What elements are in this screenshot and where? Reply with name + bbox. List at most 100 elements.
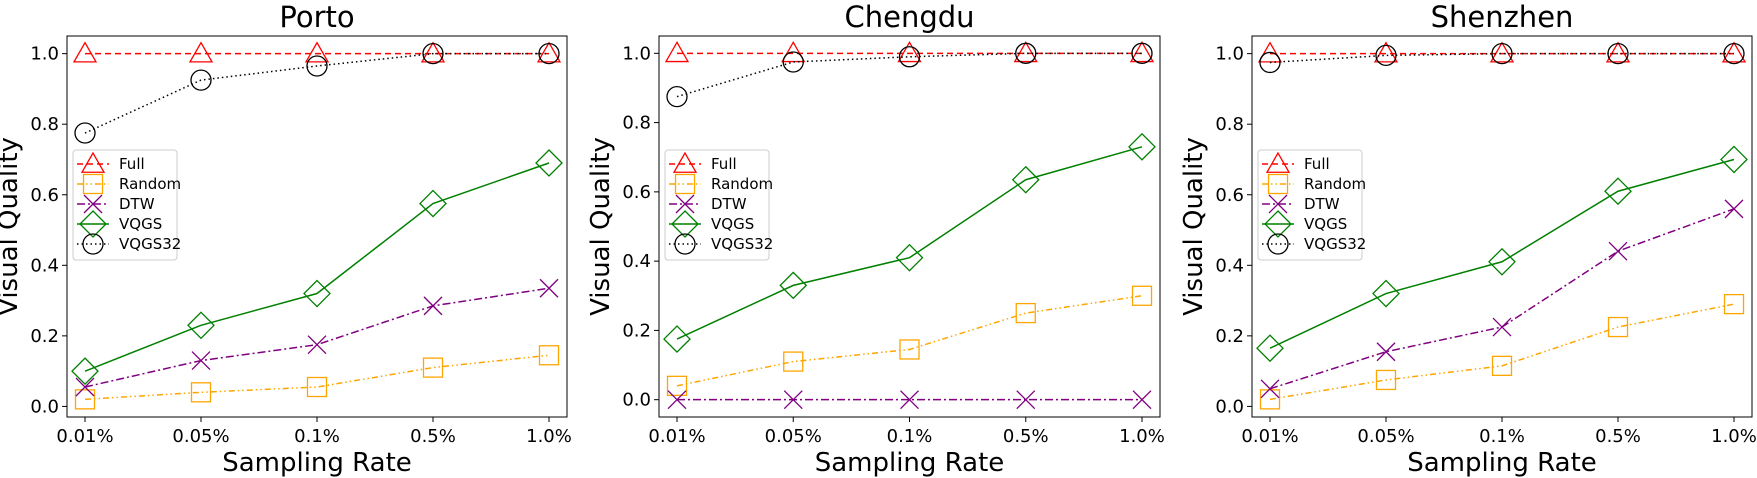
data-point-x — [75, 377, 95, 397]
y-tick-label: 0.4 — [1215, 255, 1244, 276]
legend-label: DTW — [119, 195, 155, 213]
data-point-x — [1608, 241, 1628, 261]
series-vqgs32 — [666, 42, 1153, 108]
legend-marker-circle — [674, 233, 696, 255]
data-point-diamond — [779, 271, 808, 300]
chart-panel-porto: Porto 0.0 0.2 0.4 0.6 0.8 1.0 0.01% 0.05% 0.1% 0.5… — [0, 0, 572, 478]
y-tick-label: 0.6 — [30, 185, 59, 206]
chart-panel-chengdu: Chengdu 0.0 0.2 0.4 0.6 0.8 1.0 0.01% 0.05% 0.1% 0… — [586, 0, 1165, 478]
data-point-square — [899, 339, 920, 360]
series-random — [666, 285, 1153, 396]
data-point-triangle — [304, 41, 330, 63]
data-point-circle — [898, 46, 921, 68]
data-point-square — [783, 351, 804, 372]
data-point-square — [1491, 355, 1513, 376]
legend-marker-square — [82, 173, 104, 195]
data-point-x — [667, 390, 687, 410]
data-point-square — [1375, 369, 1397, 391]
data-point-circle — [422, 42, 444, 65]
data-point-circle — [1491, 42, 1513, 65]
data-point-diamond — [663, 325, 691, 353]
data-point-circle — [538, 42, 560, 65]
x-tick-label: 0.1% — [887, 426, 933, 447]
data-point-triangle — [1373, 41, 1399, 63]
legend: Full Random DTW VQGS VQGS32 — [72, 149, 181, 261]
legend-marker-square — [1267, 173, 1289, 195]
series-line — [1269, 158, 1735, 349]
y-tick-label: 0.8 — [1215, 114, 1244, 135]
legend-label: VQGS — [119, 215, 162, 233]
data-point-diamond — [1720, 145, 1748, 174]
legend-marker-triangle — [672, 151, 698, 173]
x-tick-label: 0.5% — [1003, 426, 1049, 447]
data-point-circle — [1131, 42, 1153, 64]
data-point-square — [1723, 293, 1745, 315]
data-point-x — [1260, 379, 1280, 399]
data-point-triangle — [420, 41, 446, 63]
x-tick-label: 1.0% — [1711, 426, 1757, 447]
y-tick-label: 0.6 — [622, 182, 651, 203]
data-point-diamond — [187, 311, 215, 340]
data-point-triangle — [897, 41, 922, 63]
data-point-circle — [666, 85, 688, 108]
x-tick-label: 0.1% — [294, 426, 340, 447]
data-point-circle — [1723, 42, 1745, 65]
legend-box — [72, 149, 178, 261]
legend-marker-diamond — [1264, 210, 1292, 238]
y-tick-label: 0.8 — [622, 113, 651, 134]
series-line — [1269, 52, 1734, 64]
legend-label: VQGS32 — [711, 235, 773, 253]
series-dtw — [1260, 199, 1744, 399]
series-line — [84, 52, 549, 134]
x-tick-label: 0.5% — [410, 426, 456, 447]
x-tick-label: 0.5% — [1595, 426, 1641, 447]
legend-marker-diamond — [79, 210, 107, 238]
legend: Full Random DTW VQGS VQGS32 — [664, 149, 773, 261]
data-point-triangle — [781, 41, 806, 63]
data-point-circle — [1607, 42, 1629, 65]
data-point-square — [1131, 285, 1153, 306]
data-point-square — [74, 389, 96, 410]
data-point-circle — [190, 69, 212, 91]
data-point-circle — [1015, 42, 1037, 64]
series-line — [676, 295, 1143, 387]
data-point-diamond — [895, 243, 924, 272]
data-point-circle — [306, 55, 328, 77]
legend-label: Random — [711, 175, 773, 193]
x-axis-label: Sampling Rate — [222, 448, 412, 478]
y-axis-label: Visual Quality — [0, 137, 24, 316]
series-random — [74, 345, 560, 410]
legend-box — [1257, 149, 1363, 261]
x-tick-label: 0.01% — [1241, 426, 1298, 447]
data-point-diamond — [1011, 165, 1040, 194]
data-point-diamond — [1372, 279, 1400, 308]
x-tick-label: 1.0% — [1119, 426, 1165, 447]
x-tick-label: 0.1% — [1479, 426, 1525, 447]
y-tick-label: 1.0 — [622, 43, 651, 64]
data-point-circle — [1375, 44, 1397, 67]
data-point-square — [422, 357, 444, 378]
series-vqgs32 — [74, 42, 560, 144]
data-point-diamond — [1128, 132, 1156, 161]
series-dtw — [667, 390, 1152, 410]
legend-label: VQGS — [1304, 215, 1347, 233]
legend-label: DTW — [1304, 195, 1340, 213]
x-axis-label: Sampling Rate — [815, 448, 1005, 478]
chart-title: Chengdu — [844, 0, 974, 34]
series-line — [84, 354, 550, 401]
legend-label: VQGS32 — [1304, 235, 1366, 253]
legend-label: Full — [1304, 155, 1330, 173]
data-point-x — [1492, 317, 1512, 337]
series-vqgs — [71, 149, 563, 386]
legend-label: Random — [1304, 175, 1366, 193]
y-tick-label: 1.0 — [1215, 44, 1244, 65]
y-tick-label: 0.2 — [1215, 326, 1244, 347]
data-point-diamond — [303, 279, 331, 308]
data-point-x — [1016, 390, 1036, 410]
legend-label: Full — [119, 155, 145, 173]
data-point-x — [783, 390, 803, 410]
x-tick-label: 0.05% — [1357, 426, 1414, 447]
x-tick-label: 1.0% — [526, 426, 572, 447]
data-point-diamond — [1488, 247, 1516, 276]
x-tick-label: 0.01% — [648, 426, 705, 447]
